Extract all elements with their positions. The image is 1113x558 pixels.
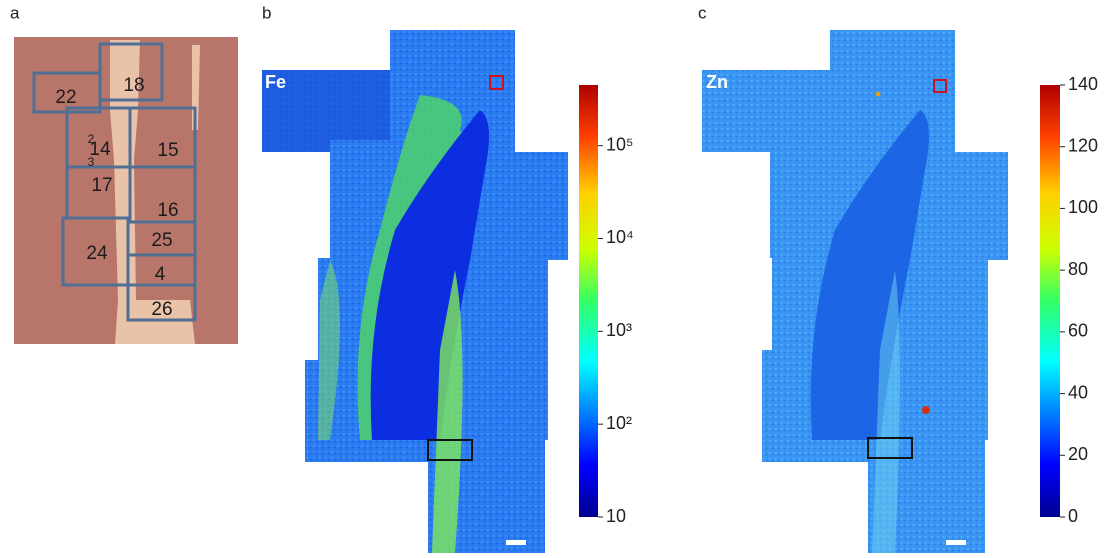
element-label: Fe — [265, 72, 286, 92]
element-label: Zn — [706, 72, 728, 92]
panel-b: b Fe 10 10² 10³ 10⁴ 10⁵ — [262, 3, 634, 553]
colorbar — [579, 85, 598, 517]
region-label: 16 — [157, 200, 178, 221]
colorbar-tick-label: 120 — [1068, 135, 1098, 155]
colorbar-tick-label: 20 — [1068, 444, 1088, 464]
colorbar-tick-label: 100 — [1068, 197, 1098, 217]
figure: a 221814152317162425426 b Fe 1010²10³10⁴… — [0, 0, 1113, 553]
colorbar-tick-label: 40 — [1068, 382, 1088, 402]
panel-label: a — [10, 3, 20, 22]
scale-bar — [506, 540, 526, 545]
colorbar — [1040, 85, 1060, 517]
colorbar-tick-label: 0 — [1068, 506, 1078, 526]
colorbar-tick-label: 10⁴ — [606, 227, 634, 247]
colorbar-tick-label: 10 — [606, 506, 626, 526]
region-label: 17 — [91, 175, 112, 196]
colorbar-tick-label: 10⁵ — [606, 134, 633, 154]
region-label: 15 — [157, 140, 178, 161]
scale-bar — [946, 540, 966, 545]
panel-c: c Zn 0 20 40 60 80 100 120 140 — [698, 3, 1098, 553]
colorbar-tick-label: 10² — [606, 413, 632, 433]
colorbar-tick-label: 140 — [1068, 74, 1098, 94]
colorbar-tick-label: 60 — [1068, 321, 1088, 341]
panel-label: c — [698, 3, 707, 22]
zn-hotspot — [922, 406, 930, 414]
colorbar-tick-label: 80 — [1068, 259, 1088, 279]
colorbar-tick-label: 10³ — [606, 320, 632, 340]
region-label: 26 — [151, 299, 172, 320]
panel-label: b — [262, 3, 271, 22]
region-label: 24 — [86, 243, 108, 264]
region-label: 3 — [88, 155, 95, 169]
region-label: 25 — [151, 230, 172, 251]
region-label: 2 — [88, 132, 95, 146]
zn-hotspot — [876, 92, 881, 97]
region-label: 18 — [123, 75, 144, 96]
region-label: 22 — [55, 87, 76, 108]
region-label: 4 — [155, 264, 166, 285]
